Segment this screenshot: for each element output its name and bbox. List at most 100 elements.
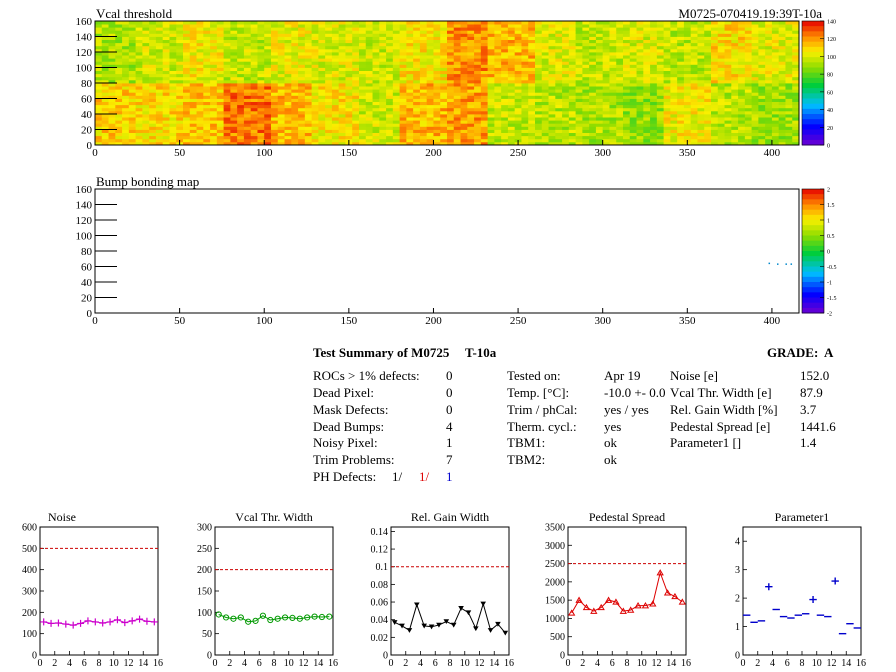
heatmap-cell	[304, 104, 313, 109]
heatmap-cell	[548, 114, 556, 118]
heatmap-cell	[352, 39, 360, 44]
y-tick-label: 40	[81, 277, 93, 289]
heatmap-cell	[562, 76, 570, 81]
heatmap-cell	[135, 45, 143, 50]
heatmap-cell	[738, 76, 746, 81]
heatmap-cell	[176, 83, 184, 87]
heatmap-cell	[304, 89, 313, 93]
heatmap-cell	[535, 101, 543, 106]
stat-label: Parameter1 []	[670, 435, 742, 450]
heatmap-cell	[555, 95, 563, 99]
x-tick-label: 400	[764, 315, 781, 327]
heatmap-cell	[670, 110, 678, 115]
heatmap-cell	[501, 101, 509, 106]
heatmap-cell	[738, 89, 746, 93]
heatmap-cell	[406, 21, 414, 25]
heatmap-cell	[128, 67, 137, 71]
y-tick-label: 250	[197, 544, 212, 555]
heatmap-cell	[643, 138, 651, 143]
heatmap-cell	[318, 76, 326, 81]
heatmap-cell	[690, 120, 698, 124]
heatmap-cell	[690, 67, 698, 71]
heatmap-cell	[372, 141, 380, 146]
heatmap-cell	[555, 135, 563, 140]
heatmap-cell	[128, 101, 137, 106]
heatmap-cell	[629, 126, 637, 130]
heatmap-cell	[690, 89, 698, 93]
heatmap-cell	[142, 110, 150, 115]
heatmap-cell	[623, 138, 631, 143]
heatmap-cell	[555, 30, 563, 34]
heatmap-cell	[122, 33, 130, 37]
heatmap-cell	[521, 55, 529, 59]
heatmap-cell	[331, 104, 340, 109]
heatmap-cell	[128, 27, 137, 31]
heatmap-cell	[447, 132, 455, 137]
heatmap-cell	[623, 52, 631, 56]
heatmap-cell	[237, 107, 245, 112]
heatmap-cell	[440, 39, 448, 44]
heatmap-cell	[216, 52, 225, 56]
heatmap-cell	[758, 70, 766, 75]
heatmap-cell	[419, 67, 428, 71]
stat-label: Noise [e]	[670, 368, 719, 383]
heatmap-cell	[440, 30, 448, 34]
heatmap-cell	[271, 120, 279, 124]
heatmap-cell	[291, 98, 299, 102]
heatmap-cell	[318, 123, 326, 127]
heatmap-cell	[277, 39, 285, 44]
heatmap-cell	[284, 21, 292, 25]
heatmap-cell	[663, 70, 671, 75]
heatmap-cell	[744, 24, 753, 28]
heatmap-cell	[379, 107, 387, 112]
heatmap-cell	[284, 48, 292, 53]
heatmap-cell	[365, 58, 373, 62]
heatmap-cell	[602, 33, 610, 37]
x-tick-label: 12	[652, 658, 662, 669]
heatmap-cell	[216, 104, 225, 109]
heatmap-cell	[697, 61, 705, 65]
heatmap-cell	[176, 55, 184, 59]
heatmap-cell	[683, 45, 692, 50]
heatmap-cell	[453, 132, 461, 137]
heatmap-cell	[636, 52, 644, 56]
data-point	[215, 611, 222, 618]
heatmap-cell	[731, 120, 739, 124]
heatmap-cell	[257, 95, 265, 99]
heatmap-cell	[237, 86, 245, 90]
heatmap-cell	[406, 45, 414, 50]
heatmap-cell	[257, 21, 265, 25]
heatmap-cell	[149, 33, 157, 37]
heatmap-cell	[697, 76, 705, 81]
heatmap-cell	[311, 132, 319, 137]
heatmap-cell	[636, 123, 644, 127]
heatmap-cell	[365, 61, 373, 65]
heatmap-cell	[785, 67, 793, 71]
heatmap-cell	[629, 83, 637, 87]
heatmap-cell	[291, 39, 299, 44]
heatmap-cell	[318, 141, 326, 146]
heatmap-cell	[318, 98, 326, 102]
condition-label: Tested on:	[507, 368, 561, 383]
heatmap-cell	[277, 107, 285, 112]
heatmap-cell	[365, 33, 373, 37]
heatmap-cell	[629, 73, 637, 78]
heatmap-cell	[690, 58, 698, 62]
heatmap-cell	[135, 104, 143, 109]
heatmap-cell	[386, 55, 394, 59]
heatmap-cell	[602, 141, 610, 146]
heatmap-cell	[751, 70, 759, 75]
heatmap-cell	[101, 27, 109, 31]
heatmap-cell	[690, 52, 698, 56]
heatmap-cell	[731, 45, 739, 50]
y-tick-label: 100	[76, 231, 93, 243]
heatmap-cell	[731, 95, 739, 99]
heatmap-cell	[582, 76, 590, 81]
heatmap-cell	[521, 79, 529, 84]
heatmap-cell	[155, 120, 164, 124]
heatmap-cell	[771, 114, 780, 118]
heatmap-cell	[528, 114, 536, 118]
heatmap-cell	[196, 55, 204, 59]
color-scale-label: 80	[827, 73, 833, 79]
heatmap-cell	[203, 30, 211, 34]
